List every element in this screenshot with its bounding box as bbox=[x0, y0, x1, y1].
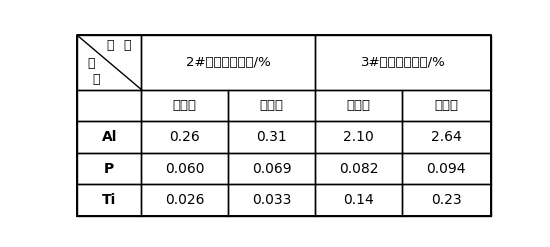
Text: 方法一: 方法一 bbox=[173, 99, 197, 112]
Text: 素: 素 bbox=[93, 73, 100, 86]
Text: 法: 法 bbox=[124, 39, 131, 52]
Text: 元: 元 bbox=[87, 57, 95, 70]
Text: 方法一: 方法一 bbox=[346, 99, 371, 112]
Text: 2.10: 2.10 bbox=[343, 130, 374, 144]
Text: 0.14: 0.14 bbox=[343, 193, 374, 207]
Text: 0.033: 0.033 bbox=[252, 193, 292, 207]
Text: 0.069: 0.069 bbox=[252, 162, 292, 176]
Text: 0.094: 0.094 bbox=[427, 162, 466, 176]
Text: 2.64: 2.64 bbox=[431, 130, 461, 144]
Text: 方法二: 方法二 bbox=[434, 99, 458, 112]
Text: 0.026: 0.026 bbox=[165, 193, 205, 207]
Text: 0.31: 0.31 bbox=[256, 130, 287, 144]
Text: Al: Al bbox=[102, 130, 117, 144]
Text: 0.082: 0.082 bbox=[339, 162, 378, 176]
Text: 0.23: 0.23 bbox=[431, 193, 461, 207]
Text: 0.060: 0.060 bbox=[165, 162, 205, 176]
Text: 方: 方 bbox=[107, 39, 114, 52]
Text: 2#样品测定结果/%: 2#样品测定结果/% bbox=[186, 56, 271, 69]
Text: 0.26: 0.26 bbox=[169, 130, 200, 144]
Text: 方法二: 方法二 bbox=[260, 99, 284, 112]
Text: 3#样品测定结果/%: 3#样品测定结果/% bbox=[360, 56, 446, 69]
Text: Ti: Ti bbox=[102, 193, 117, 207]
Text: P: P bbox=[104, 162, 114, 176]
